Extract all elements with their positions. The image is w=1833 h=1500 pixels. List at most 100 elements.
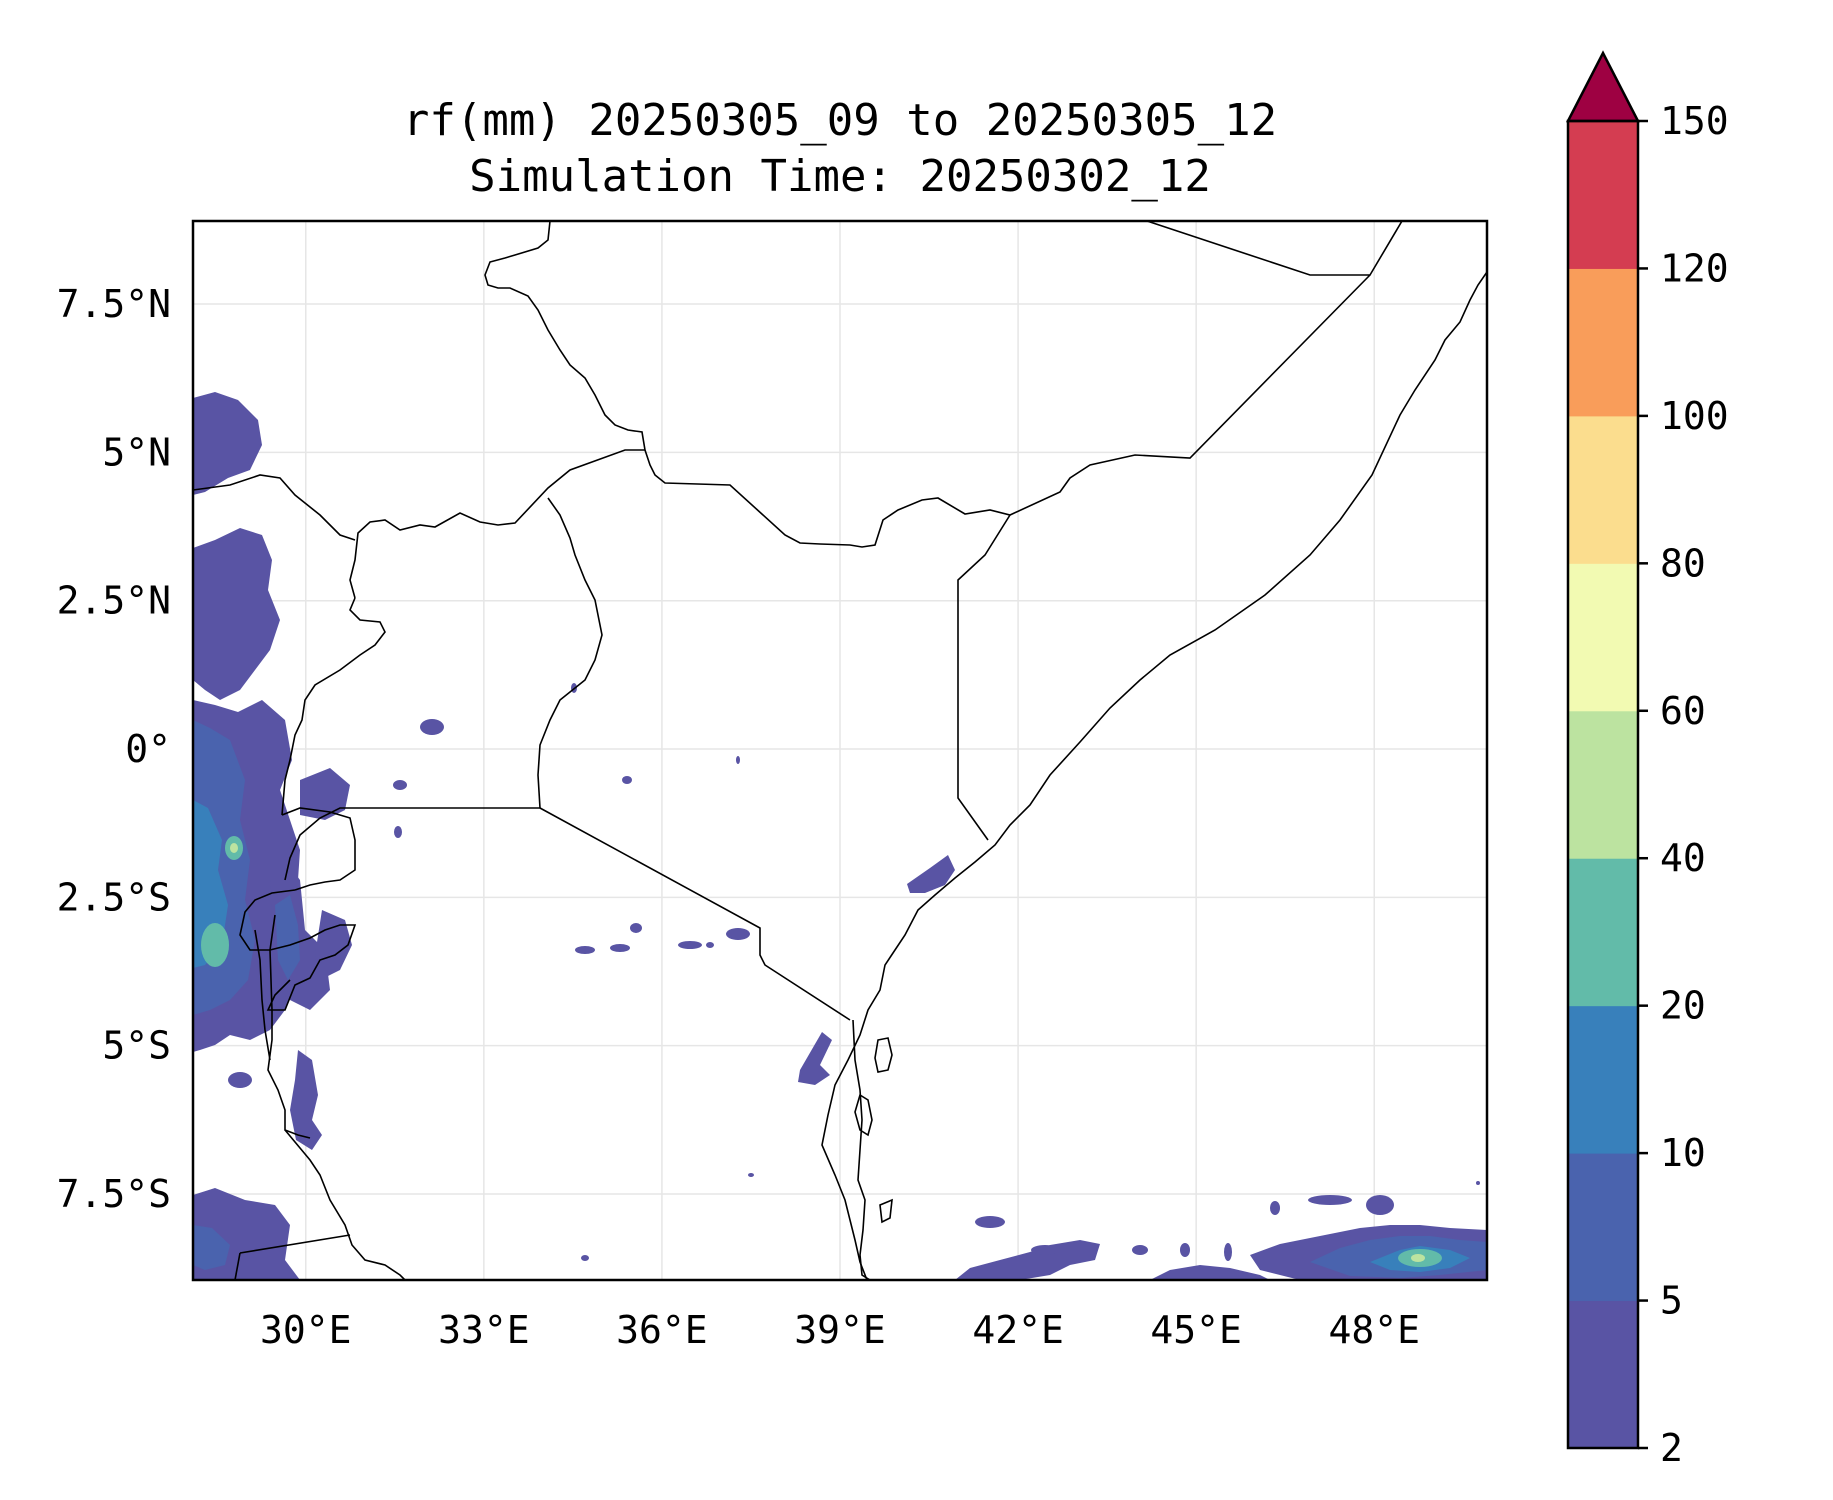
colorbar-segment (1568, 415, 1638, 564)
map-title: rf(mm) 20250305_09 to 20250305_12 (402, 95, 1278, 146)
rain-speck-se-2 (1031, 1245, 1059, 1255)
x-axis: 30°E 33°E 36°E 39°E 42°E 45°E 48°E (260, 1308, 1420, 1352)
rain-patch-west-upper (193, 528, 280, 700)
rain-speck-tz-8 (581, 1255, 589, 1261)
colorbar-tick-label: 20 (1660, 984, 1706, 1028)
rain-patch-west-peak3 (230, 843, 238, 853)
rain-speck-se-4 (1180, 1243, 1190, 1257)
y-tick-label: 0° (125, 727, 171, 771)
rain-speck-tz-3 (678, 941, 702, 949)
map-boundaries (193, 221, 1487, 1280)
border-tz-mozambique (852, 1019, 871, 1280)
rain-patch-lake-1 (300, 768, 350, 820)
rain-patch-sw-corner-inner (193, 1225, 230, 1270)
colorbar-segment (1568, 1300, 1638, 1449)
colorbar-segment (1568, 121, 1638, 269)
rain-speck-kenya-2 (736, 756, 740, 764)
y-tick-label: 7.5°N (57, 282, 171, 326)
border-uganda-west (281, 597, 386, 816)
rain-speck-se-1 (975, 1216, 1005, 1228)
border-kenya-uganda (537, 497, 603, 809)
map-gridlines (193, 221, 1487, 1280)
coastline-east-africa (821, 271, 1487, 1280)
map-frame (191, 219, 1489, 1282)
rain-speck-tz-1 (610, 944, 630, 952)
y-tick-label: 7.5°S (57, 1172, 171, 1216)
border-ethiopia-somalia-2 (484, 221, 1371, 548)
x-tick-label: 39°E (794, 1308, 886, 1352)
colorbar-tick-label: 60 (1660, 689, 1706, 733)
y-tick-label: 2.5°N (57, 579, 171, 623)
rain-patch-west-north (193, 392, 262, 495)
island-mafia (879, 1198, 893, 1224)
rain-speck-tz-6 (706, 942, 714, 948)
rain-patch-south-west (290, 1050, 322, 1150)
border-ssudan-uganda-drc (193, 474, 356, 541)
rain-speck-kenya-1 (622, 776, 632, 784)
colorbar-segment (1568, 268, 1638, 417)
rain-speck-tz-5 (726, 928, 750, 940)
border-rwanda-burundi (239, 889, 357, 1011)
colorbar-tick-label: 100 (1660, 394, 1729, 438)
rain-speck-uganda-2 (393, 780, 407, 790)
colorbar-segment (1568, 1153, 1638, 1302)
rain-patch-lake-4 (315, 910, 352, 980)
island-zanzibar (854, 1093, 873, 1137)
rain-speck-tz-2 (630, 923, 642, 933)
rain-speck-se-7 (1366, 1195, 1394, 1215)
rain-speck-tz-7 (748, 1173, 754, 1177)
border-kenya-somalia (957, 514, 1011, 841)
colorbar-segment (1568, 1005, 1638, 1154)
border-south-sudan-kenya (349, 449, 645, 599)
colorbar-segment (1568, 710, 1638, 859)
colorbar-tick-label: 5 (1660, 1279, 1683, 1323)
colorbar-tick-label: 40 (1660, 836, 1706, 880)
rain-patch-sw-2 (228, 1072, 252, 1088)
border-uganda-tanzania (284, 807, 540, 881)
lake-tanganyika (267, 914, 311, 1139)
border-kenya-tanzania (539, 807, 851, 1021)
y-tick-label: 5°N (102, 430, 171, 474)
border-tz-malawi (234, 1252, 241, 1280)
y-axis: 7.5°N 5°N 2.5°N 0° 2.5°S 5°S 7.5°S (57, 282, 171, 1216)
border-tz-zambia-2 (239, 1234, 351, 1254)
y-tick-label: 5°S (102, 1024, 171, 1068)
rain-patch-lake-3 (275, 895, 300, 980)
colorbar-extend-arrow (1565, 50, 1641, 123)
rain-speck-uganda-1 (420, 719, 444, 735)
rain-speck-se-8 (1270, 1201, 1280, 1215)
colorbar-tick-label: 10 (1660, 1131, 1706, 1175)
lake-victoria-shore (281, 807, 356, 891)
colorbar-tick-label: 80 (1660, 541, 1706, 585)
rain-speck-se-6 (1308, 1195, 1352, 1205)
rain-speck-se-5 (1224, 1243, 1232, 1261)
rain-patch-tz-east (798, 1032, 832, 1085)
y-tick-label: 2.5°S (57, 875, 171, 919)
x-tick-label: 30°E (260, 1308, 352, 1352)
rain-patch-kenya-coast (907, 855, 955, 893)
colorbar-segment (1568, 858, 1638, 1007)
rain-speck-tz-4 (575, 946, 595, 954)
x-tick-label: 48°E (1328, 1308, 1420, 1352)
rain-patch-west-peak (201, 923, 229, 967)
map-subtitle: Simulation Time: 20250302_12 (469, 151, 1211, 202)
colorbar-tick-label: 120 (1660, 246, 1729, 290)
rain-speck-se-3 (1132, 1245, 1148, 1255)
colorbar-tick-label: 150 (1660, 99, 1729, 143)
rain-band-southeast-2 (1150, 1265, 1270, 1280)
rain-band-southeast-1 (955, 1240, 1100, 1280)
colorbar-tick-label: 2 (1660, 1426, 1683, 1470)
rainfall-field (193, 392, 1487, 1280)
colorbar-frame (1566, 119, 1640, 1450)
border-tz-zambia (284, 1129, 406, 1280)
x-tick-label: 42°E (972, 1308, 1064, 1352)
x-tick-label: 36°E (616, 1308, 708, 1352)
x-tick-label: 45°E (1150, 1308, 1242, 1352)
lake-tanganyika-west (254, 929, 271, 1061)
x-tick-label: 33°E (438, 1308, 530, 1352)
rain-speck-kenya-3 (394, 826, 402, 838)
colorbar: 2 5 10 20 40 60 80 100 120 150 (1565, 50, 1729, 1470)
colorbar-segment (1568, 563, 1638, 712)
border-ethiopia-somalia (1146, 221, 1403, 276)
